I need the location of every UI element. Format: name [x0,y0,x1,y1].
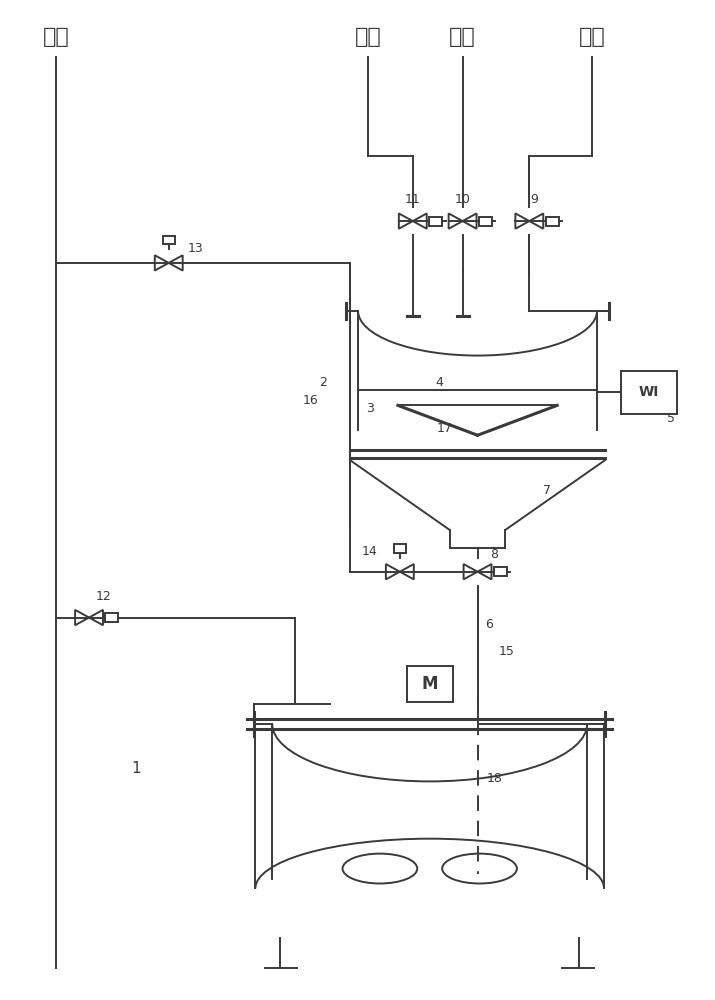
Text: 15: 15 [498,645,514,658]
Text: 13: 13 [188,242,204,255]
Bar [407,666,453,702]
Text: 溶剂: 溶剂 [355,27,381,47]
Bar [106,613,119,622]
Text: 5: 5 [667,412,675,425]
Text: 9: 9 [531,193,538,206]
Text: WI: WI [638,385,659,399]
Bar [494,567,507,576]
Text: 16: 16 [302,394,318,407]
Text: 滤液: 滤液 [578,27,606,47]
Text: 14: 14 [362,545,378,558]
Text: 7: 7 [543,484,551,497]
Text: 尾气: 尾气 [449,27,476,47]
Text: 2: 2 [319,376,327,389]
Bar [394,544,406,553]
Text: 6: 6 [485,618,493,631]
Text: 10: 10 [455,193,470,206]
Text: 3: 3 [366,402,374,415]
Text: 18: 18 [486,772,503,785]
Text: 11: 11 [405,193,420,206]
Text: 8: 8 [490,548,498,561]
Text: 4: 4 [435,376,443,389]
Bar [429,217,442,226]
Bar [479,217,492,226]
Text: 氮气: 氮气 [43,27,69,47]
Bar [163,236,174,244]
Text: 12: 12 [96,590,112,603]
Bar [546,217,558,226]
Text: M: M [421,675,438,693]
Text: 1: 1 [131,761,141,776]
Text: 17: 17 [437,422,453,435]
Bar [621,371,677,414]
